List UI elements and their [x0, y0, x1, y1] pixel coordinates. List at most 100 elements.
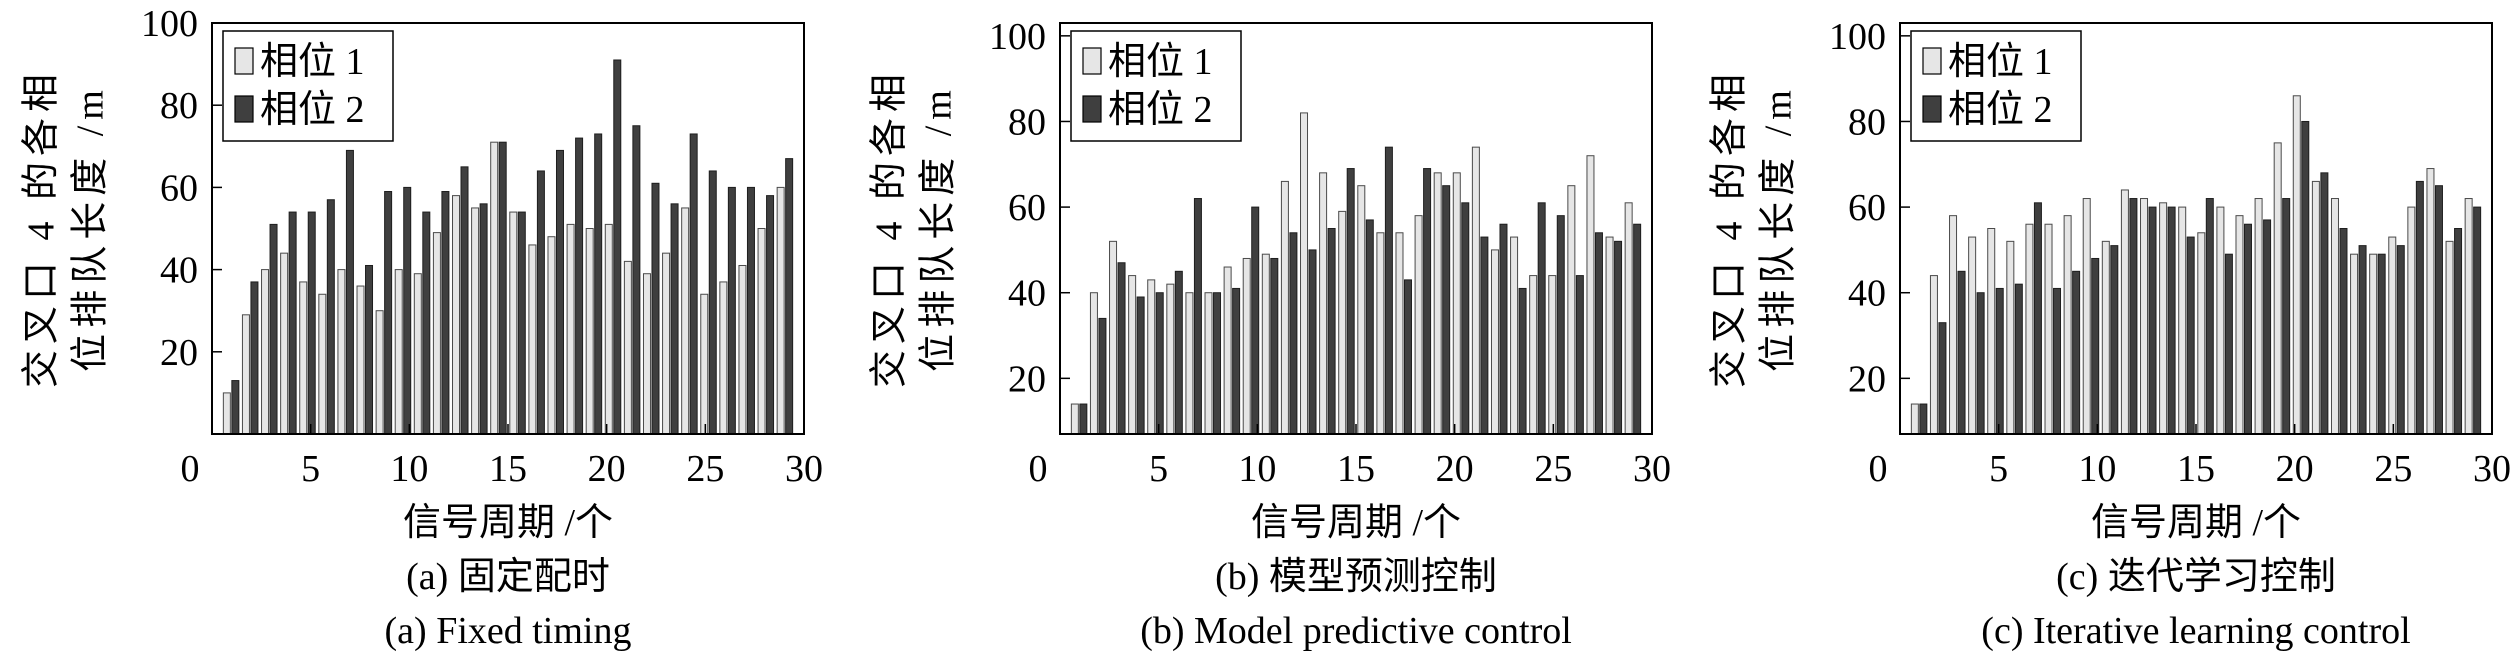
bar-phase-2-cycle-11 — [422, 211, 431, 435]
bar-phase-2-cycle-15 — [1346, 168, 1355, 435]
x-tick-label-20: 20 — [588, 448, 626, 490]
axis-ticks: 0 5 10 15 20 25 30 20 40 60 80 100 — [141, 3, 823, 490]
bar-phase-2-cycle-11 — [1270, 257, 1279, 435]
bar-phase-1-cycle-17 — [528, 244, 537, 435]
y-tick-label-80: 80 — [1008, 101, 1046, 143]
bar-phase-1-cycle-23 — [1490, 249, 1499, 435]
y-tick-label-100: 100 — [989, 16, 1046, 58]
bar-phase-1-cycle-11 — [413, 273, 422, 435]
bar-phase-2-cycle-25 — [689, 133, 698, 435]
bar-phase-1-cycle-18 — [547, 236, 556, 435]
bar-phase-1-cycle-28 — [738, 264, 747, 435]
y-tick-label-40: 40 — [1848, 273, 1886, 315]
bar-phase-2-cycle-3 — [1957, 270, 1966, 435]
bar-phase-2-cycle-10 — [2091, 257, 2100, 435]
bar-phase-2-cycle-22 — [632, 125, 641, 435]
y-tick-label-40: 40 — [1008, 273, 1046, 315]
y-axis-title-line-1: 交叉口 4 的各相 — [868, 68, 910, 388]
bar-phase-1-cycle-8 — [1204, 292, 1213, 435]
bar-phase-1-cycle-28 — [1586, 155, 1595, 435]
x-tick-label-15: 15 — [489, 448, 527, 490]
x-tick-label-10: 10 — [390, 448, 428, 490]
x-tick-label-0: 0 — [181, 448, 200, 490]
bar-phase-2-cycle-5 — [307, 211, 316, 435]
bar-phase-2-cycle-26 — [2396, 245, 2405, 435]
bar-phase-1-cycle-6 — [318, 293, 327, 435]
x-tick-label-0: 0 — [1029, 448, 1048, 490]
bar-phase-2-cycle-12 — [2129, 198, 2138, 435]
bar-phase-1-cycle-9 — [375, 310, 384, 435]
bar-phase-2-cycle-13 — [2148, 206, 2157, 435]
bar-phase-2-cycle-17 — [1384, 146, 1393, 435]
bar-phase-1-cycle-16 — [1357, 185, 1366, 435]
caption-chinese: (a) 固定配时 — [406, 556, 610, 598]
bar-phase-2-cycle-17 — [2224, 253, 2233, 435]
bar-phase-1-cycle-3 — [1109, 240, 1118, 435]
bar-phase-2-cycle-7 — [1193, 198, 1202, 435]
bar-phase-2-cycle-19 — [1423, 168, 1432, 435]
bar-phase-2-cycle-21 — [2301, 120, 2310, 435]
bar-phase-1-cycle-20 — [2273, 142, 2282, 435]
x-tick-label-30: 30 — [1633, 448, 1671, 490]
bar-phase-1-cycle-4 — [1128, 275, 1137, 435]
chart-panel-b: 0 5 10 15 20 25 30 20 40 60 80 100 相位 1 相位 2 交叉口 4 … — [868, 16, 1671, 652]
bar-phase-2-cycle-16 — [517, 211, 526, 435]
x-axis-title: 信号周期 /个 — [1251, 502, 1461, 544]
bar-phase-2-cycle-29 — [1614, 240, 1623, 435]
bar-phase-2-cycle-7 — [2033, 202, 2042, 435]
y-tick-label-80: 80 — [160, 85, 198, 127]
bar-phase-1-cycle-17 — [2216, 206, 2225, 435]
caption-chinese: (b) 模型预测控制 — [1215, 556, 1497, 598]
bar-phase-2-cycle-28 — [2434, 185, 2443, 435]
bar-phase-2-cycle-14 — [2167, 206, 2176, 435]
bar-phase-1-cycle-15 — [490, 141, 499, 435]
bar-phase-2-cycle-15 — [498, 141, 507, 435]
bar-phase-1-cycle-9 — [1223, 266, 1232, 435]
bar-phase-2-cycle-9 — [2072, 270, 2081, 435]
axis-ticks: 0 5 10 15 20 25 30 20 40 60 80 100 — [1829, 16, 2511, 490]
x-tick-label-10: 10 — [1238, 448, 1276, 490]
bar-phase-2-cycle-13 — [1308, 249, 1317, 435]
bar-phase-2-cycle-24 — [2358, 245, 2367, 435]
x-axis-title: 信号周期 /个 — [403, 502, 613, 544]
bar-phase-1-cycle-24 — [662, 252, 671, 435]
y-tick-label-40: 40 — [160, 250, 198, 292]
bar-phase-1-cycle-2 — [241, 314, 250, 435]
bar-phase-2-cycle-6 — [326, 199, 335, 435]
bar-phase-2-cycle-22 — [2320, 172, 2329, 435]
bar-phase-1-cycle-26 — [1548, 275, 1557, 435]
bar-phase-1-cycle-27 — [2407, 206, 2416, 435]
bar-phase-2-cycle-4 — [1136, 296, 1145, 435]
bar-phase-1-cycle-4 — [1968, 236, 1977, 435]
x-tick-label-5: 5 — [1989, 448, 2008, 490]
bar-phase-2-cycle-22 — [1480, 236, 1489, 435]
bar-phase-2-cycle-11 — [2110, 245, 2119, 435]
x-tick-label-10: 10 — [2078, 448, 2116, 490]
bar-phase-1-cycle-27 — [719, 281, 728, 435]
legend: 相位 1 相位 2 — [1070, 30, 1242, 142]
bar-phase-2-cycle-2 — [1938, 322, 1947, 435]
bar-phase-1-cycle-14 — [1319, 172, 1328, 435]
bar-phase-1-cycle-2 — [1929, 275, 1938, 435]
bar-phase-1-cycle-25 — [1529, 275, 1538, 435]
bar-phase-1-cycle-15 — [2178, 206, 2187, 435]
bar-phase-2-cycle-30 — [1633, 223, 1642, 435]
bar-phase-1-cycle-12 — [1280, 180, 1289, 435]
bar-phase-1-cycle-10 — [2082, 198, 2091, 435]
bar-phase-2-cycle-10 — [403, 186, 412, 435]
bar-phase-2-cycle-30 — [2473, 206, 2482, 435]
axis-ticks: 0 5 10 15 20 25 30 20 40 60 80 100 — [989, 16, 1671, 490]
bar-phase-2-cycle-13 — [460, 166, 469, 435]
bar-phase-2-cycle-28 — [746, 186, 755, 435]
bar-phase-2-cycle-29 — [2454, 228, 2463, 435]
bar-phase-1-cycle-26 — [700, 293, 709, 435]
bar-phase-1-cycle-3 — [261, 269, 270, 435]
bar-phase-2-cycle-9 — [1232, 287, 1241, 435]
legend-swatch-phase-2 — [234, 95, 254, 123]
bar-phase-1-cycle-14 — [471, 207, 480, 435]
bar-phase-1-cycle-3 — [1949, 215, 1958, 435]
x-tick-label-25: 25 — [686, 448, 724, 490]
bar-phase-1-cycle-29 — [1605, 236, 1614, 435]
bar-phase-1-cycle-28 — [2426, 168, 2435, 435]
bar-phase-2-cycle-17 — [536, 170, 545, 435]
